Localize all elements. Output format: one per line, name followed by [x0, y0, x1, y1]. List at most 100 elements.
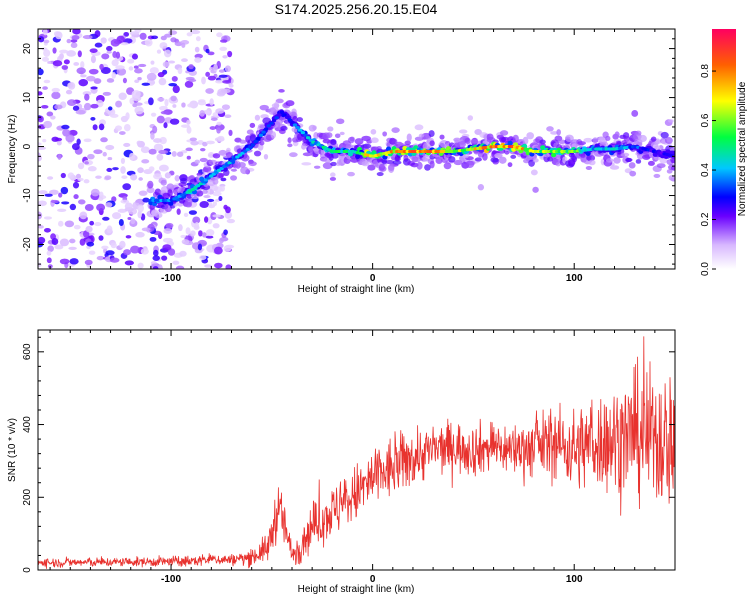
spectrogram-halo-cell — [362, 143, 372, 149]
spectrogram-noise-cell — [168, 60, 176, 64]
spectrogram-halo-cell — [325, 132, 333, 139]
spectrogram-halo-cell — [424, 164, 431, 171]
spectrogram-noise-cell — [129, 152, 136, 160]
spectrogram-noise-cell — [169, 118, 180, 125]
spectrogram-noise-cell — [209, 126, 217, 130]
spectrogram-halo-cell — [670, 165, 675, 171]
spectrogram-noise-cell — [347, 171, 355, 177]
spectrogram-ridge-peak — [292, 123, 298, 127]
spectrogram-ridge-peak — [250, 143, 256, 147]
spectrogram-halo-cell — [592, 137, 599, 143]
spectrogram-halo-cell — [218, 173, 224, 179]
spectrogram-noise-cell — [178, 224, 183, 232]
spectrogram-ridge-peak — [282, 113, 287, 117]
spectrogram-noise-cell — [150, 60, 155, 65]
spectrogram-noise-cell — [119, 240, 126, 249]
spectrogram-noise-cell — [207, 204, 216, 209]
spectrogram-noise-cell — [120, 157, 126, 164]
spectrogram-noise-cell — [140, 146, 150, 154]
spectrogram-noise-cell — [109, 113, 119, 118]
spectrogram-halo-cell — [392, 160, 402, 165]
spectrogram-noise-cell — [123, 123, 131, 132]
spectrogram-noise-cell — [172, 85, 180, 94]
spectrogram-halo-cell — [664, 137, 673, 145]
spectrogram-noise-cell — [150, 132, 155, 140]
spectrogram-noise-cell — [609, 165, 620, 170]
spectrogram-noise-cell — [165, 222, 174, 229]
colorbar-tick-label: 0.8 — [700, 64, 711, 78]
spectrogram-noise-cell — [72, 29, 81, 35]
spectrogram-noise-cell — [220, 177, 227, 182]
spectrogram-halo-cell — [270, 131, 277, 139]
spectrogram-x-tick-label: -100 — [161, 273, 181, 284]
spectrogram-halo-cell — [166, 183, 175, 191]
spectrogram-noise-cell — [162, 244, 172, 251]
spectrogram-noise-cell — [93, 78, 102, 84]
snr-y-tick-label: 0 — [22, 567, 33, 573]
spectrogram-noise-cell — [148, 148, 157, 155]
spectrogram-noise-cell — [67, 99, 77, 107]
spectrogram-ridge-peak — [258, 133, 264, 137]
spectrogram-noise-cell — [179, 250, 187, 257]
spectrogram-noise-cell — [207, 75, 217, 81]
spectrogram-noise-cell — [225, 264, 232, 269]
spectrogram-noise-cell — [361, 135, 372, 142]
colorbar-label: Normalized spectral amplitude — [737, 81, 748, 216]
spectrogram-noise-cell — [87, 232, 95, 236]
spectrogram-halo-cell — [378, 163, 386, 171]
spectrogram-noise-cell — [123, 31, 130, 37]
spectrogram-noise-cell — [43, 216, 52, 220]
spectrogram-noise-cell — [51, 91, 61, 100]
spectrogram-noise-cell — [101, 53, 110, 60]
spectrogram-x-axis-label: Height of straight line (km) — [298, 284, 415, 295]
spectrogram-noise-cell — [223, 204, 228, 210]
spectrogram-noise-cell — [75, 173, 82, 180]
spectrogram-noise-cell — [139, 32, 147, 40]
spectrogram-noise-cell — [148, 97, 154, 106]
spectrogram-noise-cell — [49, 189, 59, 195]
spectrogram-ridge-peak — [256, 136, 261, 141]
colorbar-tick-label: 0.4 — [700, 163, 711, 177]
spectrogram-noise-cell — [43, 227, 51, 233]
spectrogram-noise-cell — [153, 249, 159, 257]
spectrogram-noise-cell — [136, 140, 142, 146]
spectrogram-noise-cell — [152, 125, 158, 134]
spectrogram-halo-cell — [347, 136, 355, 144]
spectrogram-halo-cell — [605, 158, 614, 163]
spectrogram-noise-cell — [158, 164, 169, 172]
spectrogram-ridge-peak — [271, 118, 277, 123]
spectrogram-noise-cell — [80, 74, 87, 78]
spectrogram-halo-cell — [146, 187, 155, 194]
spectrogram-halo-cell — [330, 161, 337, 167]
spectrogram-noise-cell — [99, 63, 104, 71]
spectrogram-y-tick-label: 20 — [22, 43, 33, 55]
spectrogram-noise-cell — [459, 129, 468, 134]
spectrogram-halo-cell — [248, 161, 257, 167]
spectrogram-noise-cell — [66, 38, 72, 44]
spectrogram-noise-cell — [653, 173, 661, 178]
spectrogram-halo-cell — [605, 135, 611, 141]
spectrogram-noise-cell — [287, 143, 293, 148]
spectrogram-halo-cell — [208, 159, 218, 166]
spectrogram-noise-cell — [188, 78, 197, 82]
spectrogram-noise-cell — [194, 159, 200, 164]
spectrogram-noise-cell — [38, 225, 44, 229]
spectrogram-noise-cell — [226, 218, 236, 224]
spectrogram-noise-cell — [46, 176, 54, 180]
spectrogram-noise-cell — [212, 201, 217, 206]
spectrogram-noise-cell — [185, 147, 193, 152]
spectrogram-halo-cell — [650, 136, 657, 142]
spectrogram-noise-cell — [216, 127, 221, 134]
spectrogram-noise-cell — [115, 100, 123, 108]
spectrogram-noise-cell — [90, 103, 99, 109]
spectrogram-noise-cell — [159, 42, 168, 49]
spectrogram-halo-cell — [635, 130, 642, 136]
spectrogram-y-tick-label: -10 — [22, 188, 33, 203]
spectrogram-noise-cell — [339, 131, 345, 136]
spectrogram-noise-cell — [73, 224, 81, 230]
spectrogram-noise-cell — [194, 221, 199, 229]
spectrogram-noise-cell — [52, 60, 63, 67]
spectrogram-halo-cell — [635, 159, 642, 164]
spectrogram-noise-cell — [228, 83, 234, 88]
spectrogram-noise-cell — [188, 210, 198, 215]
